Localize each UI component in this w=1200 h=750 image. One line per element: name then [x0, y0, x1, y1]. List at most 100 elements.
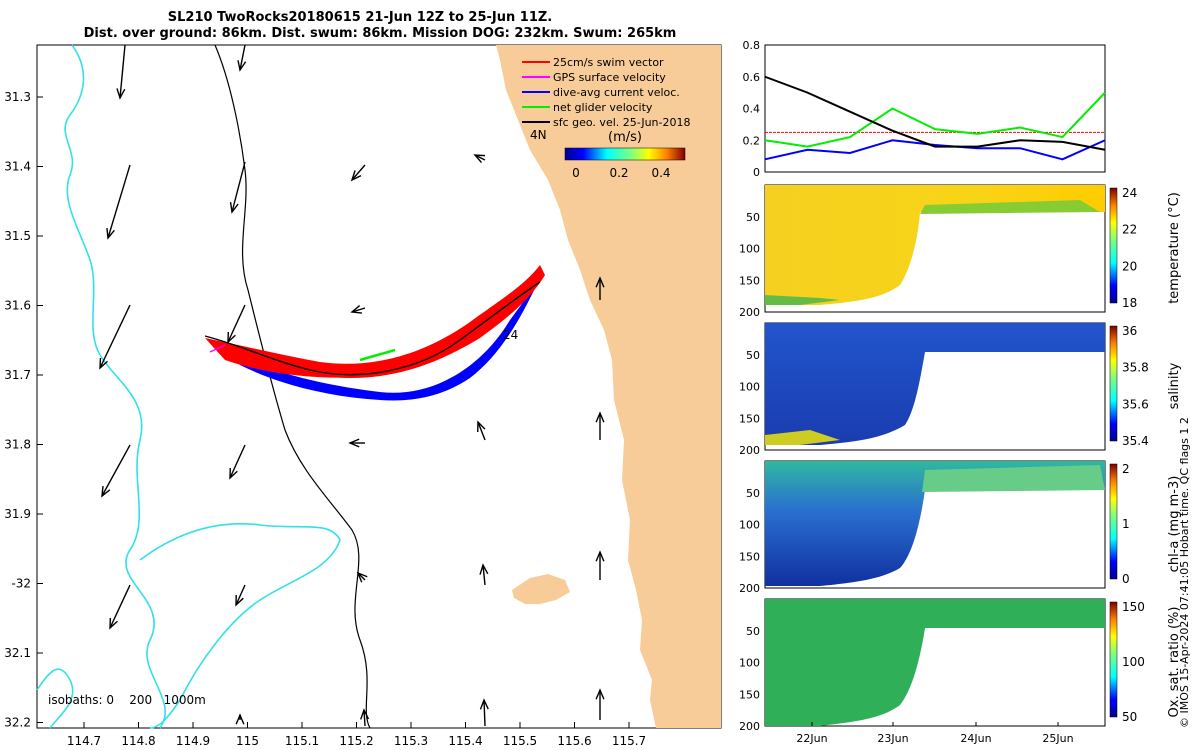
salinity-cbar-tick: 35.4 — [1122, 434, 1149, 448]
geo-velocity-arrowhead — [227, 331, 236, 344]
x-tick-label: 114.7 — [67, 734, 101, 748]
y-tick-label: 31.6 — [4, 299, 31, 313]
velocity-series-line — [764, 75, 1106, 151]
geo-velocity-arrowhead — [473, 154, 486, 164]
velocity-lines — [764, 75, 1106, 161]
geo-velocity-arrow — [107, 164, 131, 239]
geo-velocity-arrow — [119, 44, 126, 99]
temperature-depth-tick: 200 — [740, 306, 760, 319]
geo-velocity-arrow — [474, 154, 486, 161]
geo-velocity-arrow — [227, 304, 246, 343]
speed-colorbar-ticks: 0 0.2 0.4 — [572, 166, 670, 180]
chla-cbar-tick: 0 — [1122, 572, 1130, 586]
figure-title-line2: Dist. over ground: 86km. Dist. swum: 86k… — [83, 26, 677, 41]
temperature-depth-tick: 150 — [740, 274, 760, 287]
chla-depth-tick: 50 — [746, 487, 760, 500]
x-tick-label: 114.9 — [176, 734, 210, 748]
geo-velocity-arrowhead — [101, 485, 111, 498]
temperature-cbar-tick: 20 — [1122, 259, 1137, 273]
geo-velocity-arrowhead — [237, 60, 247, 72]
x-tick-label: 115.5 — [503, 734, 537, 748]
colorbar-title: (m/s) — [608, 130, 642, 145]
geo-velocity-arrow — [235, 584, 246, 606]
time-series-panels: 00.20.40.60.8velocity magnitude (m/s)501… — [740, 39, 1182, 745]
legend-label: sfc geo. vel. 25-Jun-2018 — [553, 116, 690, 129]
geo-velocity-arrowhead — [109, 617, 118, 630]
geo-velocity-arrow — [351, 307, 366, 313]
figure-title-line1: SL210 TwoRocks20180615 21-Jun 12Z to 25-… — [167, 10, 553, 25]
velocity-series-line — [764, 91, 1106, 148]
isobath-1000m — [64, 44, 166, 729]
geo-velocity-arrowhead — [106, 227, 115, 240]
velocity-y-tick: 0.4 — [743, 103, 761, 116]
time-axis-ticks: 22Jun 23Jun 24Jun 25Jun — [796, 722, 1074, 745]
velocity-series-line — [764, 139, 1106, 161]
time-tick-label: 25Jun — [1042, 732, 1073, 745]
x-tick-label: 115.2 — [339, 734, 373, 748]
salinity-cbar-tick: 35.8 — [1122, 361, 1149, 375]
salinity-cbar-label: salinity — [1167, 362, 1182, 409]
geo-velocity-arrowhead — [477, 420, 486, 433]
chla-surface-band — [922, 465, 1105, 492]
x-tick-label: 115.4 — [448, 734, 482, 748]
coastline-land — [496, 45, 721, 728]
legend-label: net glider velocity — [553, 101, 653, 114]
geo-velocity-arrow — [477, 421, 486, 441]
map-legend: 25cm/s swim vector GPS surface velocity di… — [522, 56, 690, 129]
isobaths-legend: isobaths: 0 200 1000m — [48, 693, 206, 707]
isobath-1000m-west — [36, 668, 74, 729]
track-label-24: 24 — [503, 328, 518, 342]
chla-depth-tick: 200 — [740, 582, 760, 595]
salinity-cbar-tick: 35.6 — [1122, 397, 1149, 411]
y-tick-label: 31.9 — [4, 507, 31, 521]
net-velocity-arrow — [359, 348, 396, 362]
salinity-field — [765, 323, 1105, 445]
salinity-depth-tick: 150 — [740, 412, 760, 425]
geo-velocity-arrowhead — [350, 170, 362, 182]
oxsat-field — [765, 599, 1105, 726]
chla-depth-tick: 150 — [740, 550, 760, 563]
y-tick-label: 31.7 — [4, 368, 31, 382]
time-tick-label: 23Jun — [877, 732, 908, 745]
chla-cbar-tick: 1 — [1122, 517, 1130, 531]
y-tick-label: 32.1 — [4, 646, 31, 660]
velocity-y-tick: 0 — [753, 166, 760, 179]
x-tick-label: 115 — [236, 734, 259, 748]
salinity-yellow-band — [765, 430, 840, 445]
island-land — [512, 574, 570, 604]
time-tick-label: 24Jun — [960, 732, 991, 745]
chla-cbar-label: chl-a (mg m-3) — [1167, 476, 1182, 573]
salinity-cbar-tick: 36 — [1122, 324, 1137, 338]
salinity-colorbar — [1109, 325, 1118, 442]
geo-velocity-arrow — [363, 709, 366, 727]
x-tick-label: 114.8 — [121, 734, 155, 748]
y-tick-label: 31.8 — [4, 438, 31, 452]
oxsat-depth-tick: 150 — [740, 688, 760, 701]
geo-velocity-arrowhead — [595, 276, 605, 288]
geo-velocity-arrow — [351, 164, 366, 181]
y-tick-label: 31.3 — [4, 90, 31, 104]
temperature-depth-tick: 50 — [746, 211, 760, 224]
geo-velocity-arrow — [239, 44, 246, 71]
velocity-panel — [764, 44, 1106, 173]
y-tick-label: -32 — [11, 577, 31, 591]
y-tick-label: 31.5 — [4, 229, 31, 243]
glider-track-swim — [205, 265, 545, 378]
map-x-ticks: 114.7 114.8 114.9 115 115.1 115.2 115.3 115.4 11… — [67, 722, 646, 748]
temperature-field — [765, 185, 1105, 305]
velocity-y-tick: 0.2 — [743, 134, 761, 147]
oxsat-depth-tick: 100 — [740, 657, 760, 670]
geo-velocity-arrow — [101, 444, 131, 497]
geostrophic-velocity-arrows — [99, 44, 605, 727]
chla-colorbar — [1109, 463, 1118, 580]
x-tick-label: 115.1 — [285, 734, 319, 748]
legend-label: GPS surface velocity — [553, 71, 666, 84]
chla-field — [765, 461, 1105, 586]
colorbar-tick-label: 0.4 — [651, 166, 670, 180]
temperature-cbar-label: temperature (°C) — [1167, 192, 1182, 304]
salinity-depth-tick: 100 — [740, 381, 760, 394]
geo-velocity-arrowhead — [229, 467, 238, 480]
credit-text: © IMOS 15-Apr-2024 07:41:05 Hobart time.… — [1178, 417, 1191, 728]
x-tick-label: 115.6 — [557, 734, 591, 748]
legend-label: dive-avg current veloc. — [553, 86, 680, 99]
